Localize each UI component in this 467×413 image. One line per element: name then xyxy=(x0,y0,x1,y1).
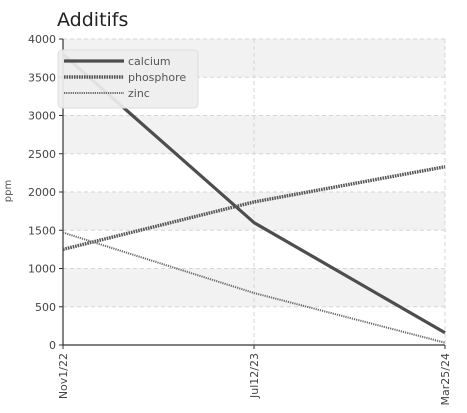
series-line-phosphore xyxy=(62,165,446,252)
legend: calcium phosphore zinc xyxy=(57,49,199,109)
plot-band xyxy=(63,115,445,154)
series-line-zinc xyxy=(62,231,446,344)
y-tick-label: 1500 xyxy=(28,224,56,237)
x-tick-label: Nov1/22 xyxy=(57,353,70,399)
legend-label-phosphore: phosphore xyxy=(128,71,186,84)
y-tick-label: 3500 xyxy=(28,71,56,84)
tick-labels: 0 500 1000 1500 2000 2500 3000 3500 4000 Nov1/22 J… xyxy=(28,33,452,405)
x-tick-label: Mar25/24 xyxy=(439,353,452,405)
legend-label-zinc: zinc xyxy=(128,87,150,100)
y-tick-label: 2500 xyxy=(28,148,56,161)
y-axis-label: ppm xyxy=(3,180,14,202)
series-lines xyxy=(61,53,446,344)
y-tick-label: 4000 xyxy=(28,33,56,46)
y-tick-label: 0 xyxy=(49,339,56,352)
chart-title: Additifs xyxy=(57,9,128,31)
y-tick-label: 1000 xyxy=(28,263,56,276)
y-tick-label: 3000 xyxy=(28,110,56,123)
series-line-calcium xyxy=(61,53,446,335)
legend-label-calcium: calcium xyxy=(128,55,171,68)
y-tick-label: 2000 xyxy=(28,186,56,199)
y-tick-label: 500 xyxy=(35,301,56,314)
x-tick-label: Jul12/23 xyxy=(248,353,261,399)
